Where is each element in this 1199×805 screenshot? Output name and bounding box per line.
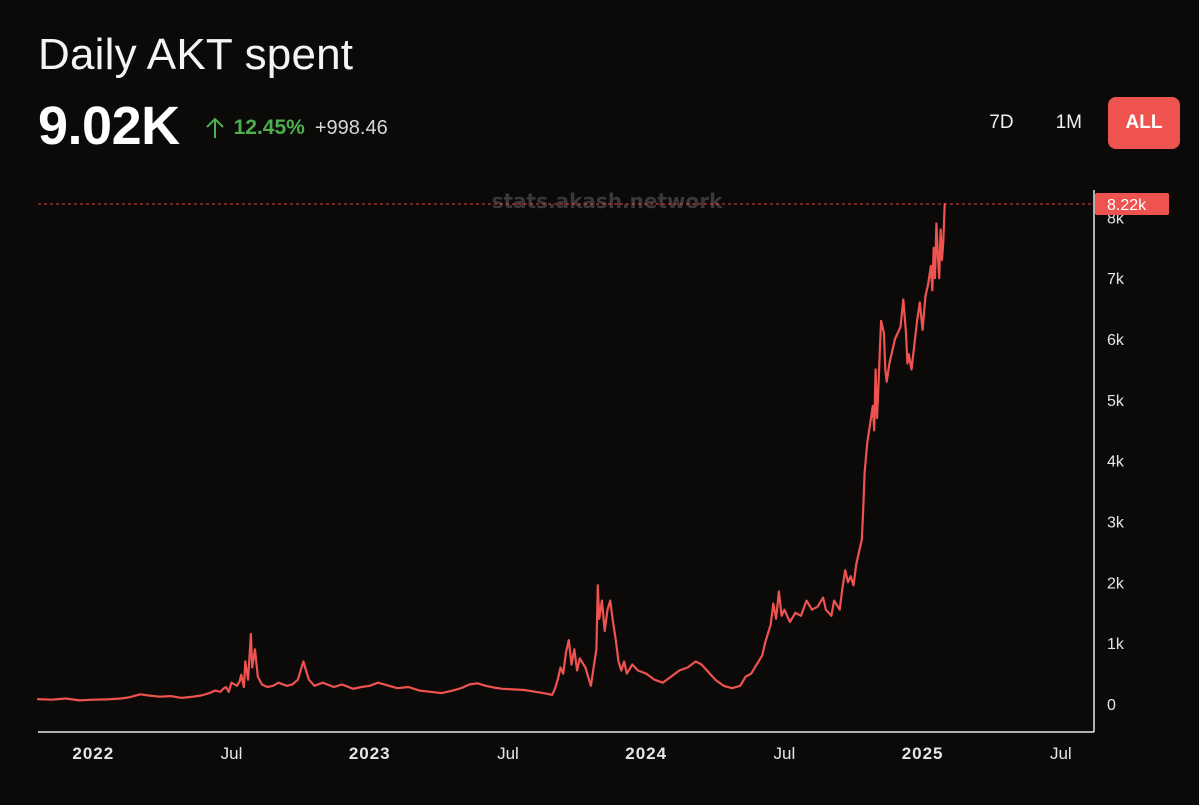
- stats-row: 9.02K 12.45% +998.46: [38, 96, 388, 156]
- y-tick-label: 4k: [1107, 454, 1125, 471]
- change-absolute: +998.46: [314, 116, 388, 139]
- x-tick-label: Jul: [774, 744, 796, 763]
- range-all-button[interactable]: ALL: [1108, 97, 1180, 149]
- current-value: 9.02K: [38, 96, 180, 156]
- x-tick-label: Jul: [221, 744, 243, 763]
- page-title: Daily AKT spent: [38, 30, 354, 79]
- change-indicator: 12.45% +998.46: [204, 116, 388, 140]
- range-1m-button[interactable]: 1M: [1040, 97, 1098, 149]
- y-tick-label: 2k: [1107, 575, 1125, 592]
- time-range-selector: 7D 1M ALL: [963, 97, 1180, 149]
- y-tick-label: 7k: [1107, 271, 1125, 288]
- x-tick-label: 2025: [902, 744, 944, 763]
- y-tick-label: 1k: [1107, 636, 1125, 653]
- x-tick-label: 2023: [349, 744, 391, 763]
- x-tick-label: Jul: [497, 744, 519, 763]
- last-value-badge: [1095, 193, 1169, 215]
- series-line-0: [36, 202, 946, 702]
- change-percent: 12.45%: [233, 116, 305, 139]
- y-tick-label: 0: [1107, 697, 1116, 714]
- arrow-up-icon: [205, 117, 224, 138]
- x-tick-label: Jul: [1050, 744, 1072, 763]
- y-tick-label: 3k: [1107, 515, 1125, 532]
- y-tick-label: 6k: [1107, 332, 1125, 349]
- last-value-label: 8.22k: [1107, 197, 1147, 214]
- y-tick-label: 5k: [1107, 393, 1125, 410]
- x-tick-label: 2024: [625, 744, 667, 763]
- watermark-text: stats.akash.network: [492, 189, 724, 213]
- x-tick-label: 2022: [72, 744, 114, 763]
- range-7d-button[interactable]: 7D: [973, 97, 1029, 149]
